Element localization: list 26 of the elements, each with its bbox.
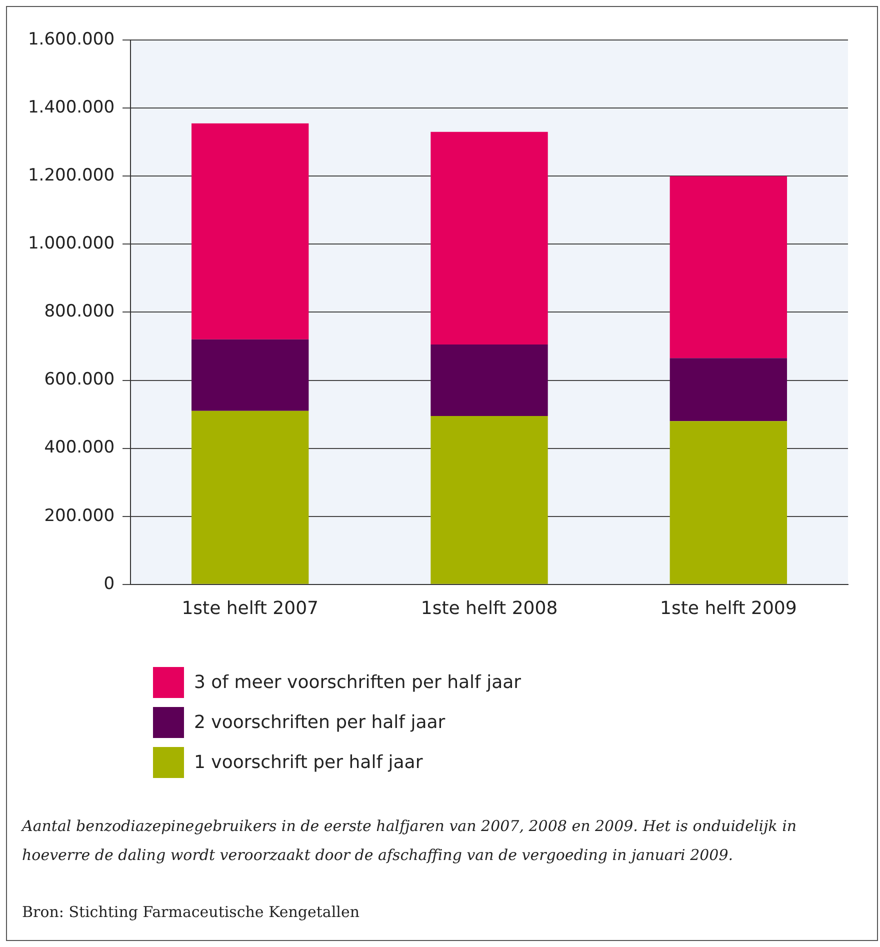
x-tick-label: 1ste helft 2007 — [182, 598, 318, 619]
bar — [192, 123, 309, 340]
legend-label: 3 of meer voorschriften per half jaar — [194, 672, 522, 692]
legend-label: 1 voorschrift per half jaar — [194, 752, 423, 772]
y-tick-label: 1.600.000 — [28, 29, 115, 50]
y-tick-label: 800.000 — [44, 302, 115, 322]
text: Aantal benzodiazepinegebruikers in de eerste halfjaren van 2007, 2008 en 2009. Het is onduidelijk in hoeverre de daling wordt veroorzaakt door de afschaffing van de vergoeding in januari 2009. — [22, 816, 798, 866]
x-tick-label: 1ste helft 2008 — [420, 598, 558, 619]
x-tick-label: 1ste helft 2009 — [660, 598, 797, 619]
bar — [670, 421, 788, 584]
y-tick-label: 600.000 — [44, 370, 115, 390]
bar — [430, 132, 548, 345]
bar — [670, 176, 788, 358]
y-tick-label: 0 — [104, 574, 115, 594]
bar — [430, 416, 548, 584]
bar — [192, 339, 309, 411]
text: Bron: Stichting Farmaceutische Kengetallen — [22, 902, 360, 923]
bar — [430, 344, 548, 416]
y-tick-label: 1.200.000 — [28, 166, 115, 186]
y-tick-label: 400.000 — [44, 438, 115, 458]
y-tick-label: 200.000 — [44, 506, 115, 526]
legend-label: 2 voorschriften per half jaar — [194, 712, 446, 732]
y-tick-label: 1.000.000 — [28, 234, 115, 254]
bar — [192, 410, 309, 584]
bar — [670, 358, 788, 422]
y-tick-label: 1.400.000 — [28, 97, 115, 118]
